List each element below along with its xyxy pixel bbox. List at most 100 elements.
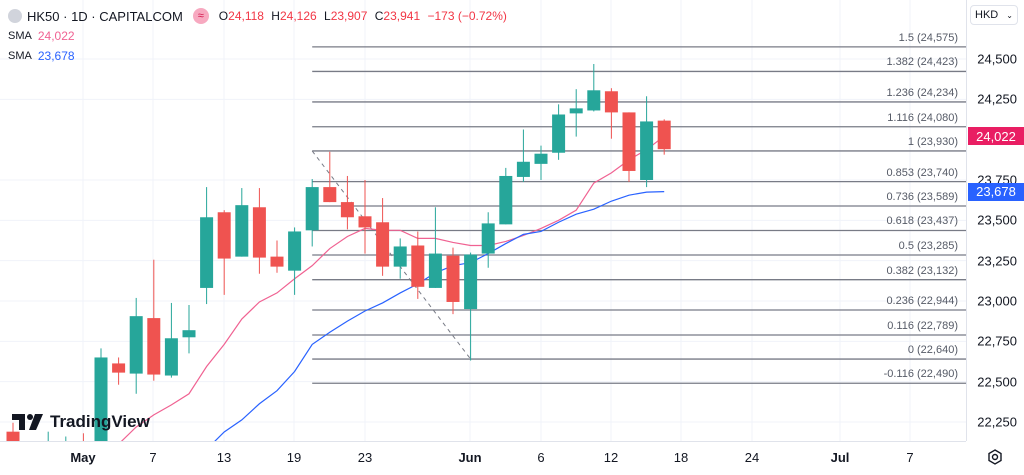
- candle-up: [640, 121, 654, 180]
- candle-down: [252, 207, 266, 258]
- candle-up: [464, 254, 478, 310]
- candle-down: [147, 318, 161, 375]
- change-value: −173 (−0.72%): [427, 9, 507, 23]
- sma-slow-price-tag: 23,678: [968, 182, 1024, 201]
- fib-level-label: 0.618 (23,437): [886, 215, 958, 228]
- sma-fast-row[interactable]: SMA 24,022: [8, 26, 511, 46]
- candle-up: [534, 153, 548, 164]
- candle-up: [164, 338, 178, 376]
- chart-legend: HK50 · 1D · CAPITALCOM ≈ O24,118 H24,126…: [8, 6, 511, 66]
- candle-up: [587, 90, 601, 111]
- candle-up: [569, 108, 583, 114]
- price-tick-label: 23,250: [977, 253, 1017, 269]
- price-tick-label: 22,250: [977, 414, 1017, 430]
- fib-level-label: 1.382 (24,423): [886, 56, 958, 69]
- close-value: 23,941: [383, 9, 421, 23]
- time-axis[interactable]: May 7 13 19 23 Jun 6 12 18 24 Jul 7: [0, 441, 966, 475]
- candle-down: [270, 256, 284, 267]
- candle-down: [217, 212, 231, 259]
- candle-down: [323, 187, 337, 203]
- high-label: H: [271, 9, 280, 23]
- candle-down: [622, 112, 636, 171]
- currency-dropdown[interactable]: HKD ⌄: [970, 5, 1018, 25]
- time-tick-label: 6: [537, 450, 545, 465]
- candle-down: [6, 431, 20, 441]
- fib-level-label: 0 (22,640): [907, 344, 958, 357]
- time-tick-label: 7: [906, 450, 914, 465]
- candle-up: [428, 253, 442, 288]
- time-tick-label: 24: [744, 450, 760, 465]
- candle-down: [657, 120, 671, 150]
- ohlc-values: O24,118 H24,126 L23,907 C23,941 −173 (−0…: [219, 9, 511, 23]
- settings-gear-icon[interactable]: [986, 448, 1004, 466]
- price-tick-label: 22,750: [977, 333, 1017, 349]
- fib-level-label: 1.5 (24,575): [898, 31, 958, 44]
- fib-trend-line: [311, 150, 471, 360]
- symbol-logo-icon: [8, 9, 22, 23]
- price-tick-label: 23,500: [977, 212, 1017, 228]
- fib-level-label: 1 (23,930): [907, 135, 958, 148]
- time-tick-label: 23: [357, 450, 373, 465]
- fib-level-label: 0.853 (23,740): [886, 166, 958, 179]
- price-tick-label: 24,500: [977, 51, 1017, 67]
- candle-down: [446, 255, 460, 302]
- time-tick-label: Jun: [458, 450, 482, 465]
- logo-text: TradingView: [50, 412, 150, 431]
- symbol-row: HK50 · 1D · CAPITALCOM ≈ O24,118 H24,126…: [8, 6, 511, 26]
- candle-down: [604, 91, 618, 113]
- market-status-icon[interactable]: ≈: [192, 8, 209, 24]
- currency-label: HKD: [975, 9, 999, 21]
- fib-level-label: 1.116 (24,080): [887, 111, 958, 124]
- low-label: L: [324, 9, 331, 23]
- indicator-value: 23,678: [37, 49, 75, 63]
- candle-up: [288, 231, 302, 271]
- candle-up: [552, 114, 566, 153]
- price-axis[interactable]: 24,500 24,250 23,750 23,500 23,250 23,000 22,7…: [966, 0, 1024, 441]
- fib-level-label: 1.236 (24,234): [886, 86, 958, 99]
- candle-up: [305, 187, 319, 231]
- candle-down: [358, 216, 372, 228]
- candle-up: [200, 217, 214, 288]
- candle-up: [499, 175, 513, 225]
- high-value: 24,126: [279, 9, 317, 23]
- time-tick-label: 18: [673, 450, 689, 465]
- fib-level-label: 0.382 (23,132): [886, 264, 958, 277]
- fib-level-label: 0.736 (23,589): [886, 190, 958, 203]
- candle-down: [411, 245, 425, 287]
- tradingview-logo-icon: [12, 414, 43, 430]
- time-tick-label: May: [70, 450, 96, 465]
- price-tick-label: 23,000: [977, 293, 1017, 309]
- sma-fast-price-tag: 24,022: [968, 127, 1024, 146]
- candle-down: [376, 222, 390, 267]
- time-tick-label: 12: [603, 450, 619, 465]
- fib-level-label: 0.5 (23,285): [898, 240, 958, 253]
- fib-level-label: 0.116 (22,789): [887, 320, 958, 333]
- time-tick-label: 19: [286, 450, 302, 465]
- candle-down: [340, 202, 354, 218]
- close-label: C: [374, 9, 384, 23]
- sma-slow-row[interactable]: SMA 23,678: [8, 46, 511, 66]
- indicator-name: SMA: [8, 30, 32, 42]
- candle-up: [182, 330, 196, 338]
- sma-fast-line: [120, 135, 665, 441]
- price-tick-label: 22,500: [977, 374, 1017, 390]
- fib-level-label: 0.236 (22,944): [886, 295, 958, 308]
- price-tick-label: 24,250: [977, 91, 1017, 107]
- time-tick-label: 13: [216, 450, 232, 465]
- candle-up: [481, 223, 495, 254]
- low-value: 23,907: [330, 9, 368, 23]
- open-value: 24,118: [228, 9, 264, 23]
- candle-up: [94, 357, 108, 441]
- symbol-title[interactable]: HK50 · 1D · CAPITALCOM: [27, 8, 183, 24]
- price-chart[interactable]: [0, 0, 966, 441]
- tradingview-logo[interactable]: TradingView: [12, 412, 150, 432]
- candle-up: [129, 316, 143, 374]
- candle-down: [112, 363, 126, 373]
- chevron-down-icon: ⌄: [1006, 10, 1013, 20]
- candle-up: [235, 205, 249, 257]
- time-tick-label: Jul: [830, 450, 850, 465]
- candle-up: [393, 246, 407, 267]
- indicator-name: SMA: [8, 50, 32, 62]
- candle-up: [516, 161, 530, 177]
- time-tick-label: 7: [149, 450, 157, 465]
